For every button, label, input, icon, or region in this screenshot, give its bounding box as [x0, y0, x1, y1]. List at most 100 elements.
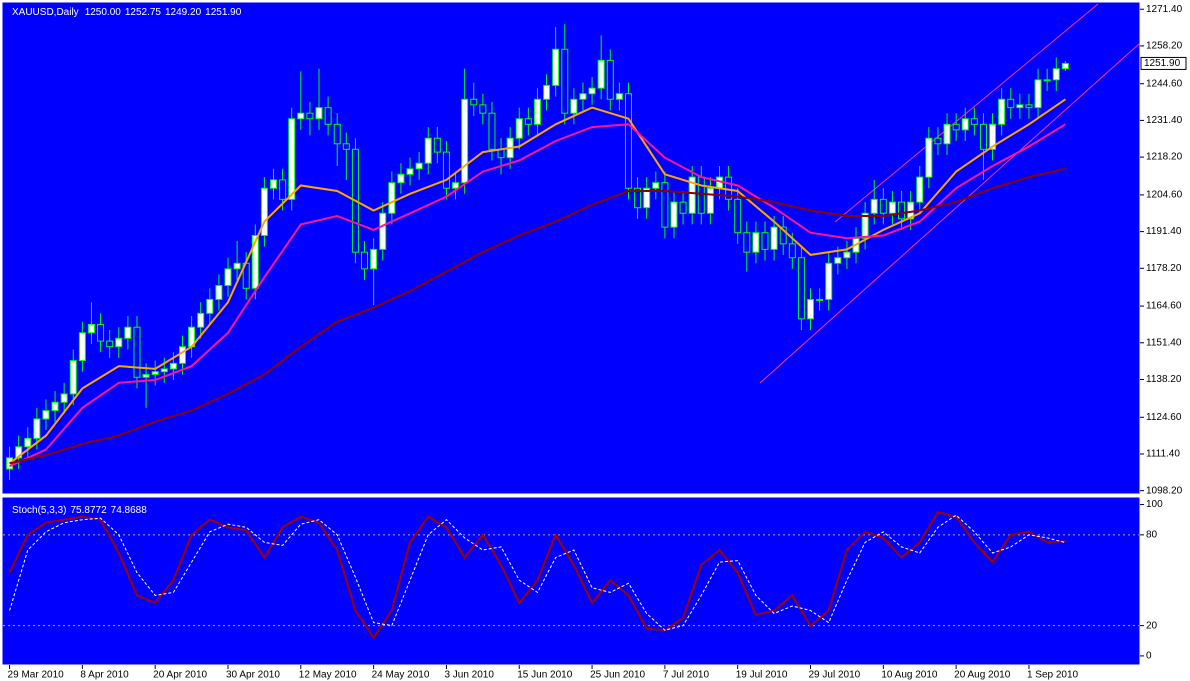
x-tick-label: 20 Aug 2010: [954, 670, 1011, 681]
marks: 1271.40 1258.20 1244.60 1231.40 1218.20 1204.…: [3, 4, 1183, 681]
candle-body: [33, 418, 41, 439]
candle-body: [761, 232, 769, 250]
candle-body: [97, 323, 105, 342]
candle-body: [643, 187, 651, 209]
candle-body: [442, 151, 450, 189]
candle-body: [415, 162, 423, 170]
candle-body: [342, 143, 350, 150]
candle-body: [916, 176, 924, 203]
series-line: [9, 167, 1066, 465]
candle-body: [770, 226, 778, 250]
y-tick-label: 80: [1146, 529, 1158, 540]
candle-body: [652, 182, 660, 189]
candle-body: [279, 179, 287, 200]
candle-body: [861, 212, 869, 239]
candle-body: [1061, 62, 1069, 70]
candle-body: [315, 107, 323, 120]
candle-body: [752, 232, 760, 253]
candle-body: [543, 84, 551, 100]
y-tick-label: 1204.60: [1146, 190, 1183, 201]
candle-body: [260, 187, 268, 236]
candle-body: [588, 87, 596, 95]
price-label: 1251.90: [1144, 58, 1181, 69]
candle-body: [424, 137, 432, 164]
candle-body: [24, 437, 32, 448]
candle-body: [816, 298, 824, 301]
stoch-title: Stoch(5,3,3): [12, 505, 66, 516]
candle-body: [943, 123, 951, 145]
candle-body: [142, 373, 150, 378]
channel-line: [834, 3, 1099, 223]
y-tick-label: 1244.60: [1146, 78, 1183, 89]
candle-body: [634, 187, 642, 209]
candle-body: [488, 112, 496, 150]
candle-body: [87, 323, 95, 334]
main-panel: [1, 1, 1141, 495]
candle-body: [779, 226, 787, 245]
high-label: 1252.75: [125, 7, 162, 18]
x-tick-label: 29 Mar 2010: [8, 670, 65, 681]
candle-body: [324, 107, 332, 125]
y-tick-label: 1138.20: [1146, 374, 1182, 385]
stoch-main-value: 75.8772: [70, 505, 107, 516]
candle-body: [807, 298, 815, 320]
candle-body: [970, 118, 978, 125]
candle-body: [1007, 98, 1015, 109]
candle-body: [251, 234, 259, 289]
candle-body: [697, 176, 705, 214]
series-line: [8, 510, 1066, 640]
x-tick-label: 24 May 2010: [372, 670, 430, 681]
candle-body: [788, 243, 796, 259]
close-label: 1251.90: [205, 7, 242, 18]
candle-body: [270, 179, 278, 189]
y-tick-label: 1111.40: [1146, 449, 1180, 460]
candle-body: [297, 112, 305, 120]
x-tick-label: 7 Jul 2010: [663, 670, 710, 681]
candle-body: [406, 168, 414, 175]
y-tick-label: 1178.20: [1146, 263, 1182, 274]
candle-body: [151, 371, 159, 375]
candle-body: [169, 362, 177, 370]
candle-body: [706, 187, 714, 214]
candle-body: [115, 337, 123, 348]
candle-body: [570, 98, 578, 114]
candle-body: [470, 98, 478, 106]
candle-body: [178, 346, 186, 364]
candle-body: [124, 326, 132, 339]
stoch-panel: [1, 496, 1141, 666]
candle-body: [433, 137, 441, 153]
x-tick-label: 8 Apr 2010: [80, 670, 129, 681]
candle-body: [370, 248, 378, 270]
x-tick-label: 19 Jul 2010: [736, 670, 788, 681]
candle-body: [361, 251, 369, 270]
candle-body: [1025, 104, 1033, 109]
candle-body: [743, 232, 751, 253]
candle-body: [961, 118, 969, 131]
y-tick-label: 100: [1146, 499, 1163, 510]
candle-body: [160, 368, 168, 373]
candle-body: [333, 123, 341, 145]
candle-body: [579, 93, 587, 100]
candle-body: [661, 182, 669, 228]
candle-body: [69, 360, 77, 395]
candle-body: [1034, 79, 1042, 109]
candle-body: [288, 118, 296, 200]
stoch-header: Stoch(5,3,3) 75.8772 74.8688: [12, 505, 147, 516]
candle-body: [952, 123, 960, 131]
candle-body: [870, 198, 878, 214]
symbol: XAUUSD,Daily: [12, 7, 79, 18]
candle-body: [597, 59, 605, 89]
stoch-signal-value: 74.8688: [111, 505, 148, 516]
candle-body: [888, 201, 896, 214]
candle-body: [233, 262, 241, 270]
x-tick-label: 25 Jun 2010: [590, 670, 645, 681]
candle-body: [688, 176, 696, 214]
y-tick-label: 1231.40: [1146, 115, 1183, 126]
x-tick-label: 30 Apr 2010: [226, 670, 280, 681]
x-tick-label: 10 Aug 2010: [881, 670, 938, 681]
x-tick-label: 3 Jun 2010: [444, 670, 494, 681]
candle-body: [979, 123, 987, 150]
candle-body: [306, 112, 314, 120]
candle-body: [925, 137, 933, 178]
